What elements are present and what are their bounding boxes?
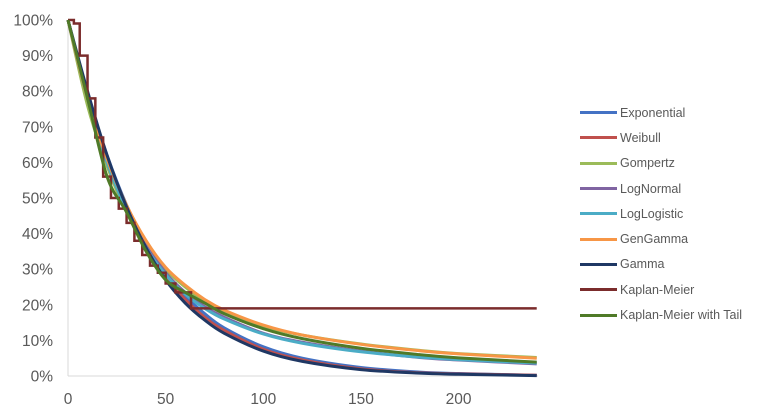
x-tick-label: 200 [446,391,472,408]
legend-swatch-icon [580,313,617,317]
series-line-gompertz [66,19,537,359]
y-tick-label: 80% [22,84,53,101]
legend-swatch-icon [580,136,617,140]
legend-swatch-icon [580,262,617,266]
legend-label: Gompertz [620,156,675,171]
series-line-kaplan-meier [68,18,537,310]
legend-item-weibull: Weibull [580,125,742,150]
legend-item-loglogistic: LogLogistic [580,201,742,226]
x-axis-ticks: 0 50 100 150 200 [64,391,472,408]
legend-item-gengamma: GenGamma [580,226,742,251]
series-line-weibull [66,19,537,377]
legend: Exponential Weibull Gompertz LogNormal L… [580,100,742,328]
series-line-gamma [66,19,537,378]
legend-item-kaplan-meier: Kaplan-Meier [580,277,742,302]
legend-label: LogLogistic [620,206,684,221]
legend-label: Kaplan-Meier with Tail [620,308,743,323]
series-lines [66,18,537,378]
series-line-loglogistic [66,19,537,365]
y-tick-label: 100% [13,13,53,30]
legend-item-kaplan-meier-with-tail: Kaplan-Meier with Tail [580,302,742,327]
series-line-lognormal [66,19,537,366]
legend-label: Exponential [620,105,686,120]
y-tick-label: 20% [22,297,53,314]
legend-swatch-icon [580,111,617,115]
legend-swatch-icon [580,288,617,292]
legend-label: Gamma [620,257,665,272]
legend-swatch-icon [580,187,617,191]
legend-item-lognormal: LogNormal [580,176,742,201]
y-tick-label: 70% [22,119,53,136]
y-tick-label: 40% [22,226,53,243]
legend-swatch-icon [580,212,617,216]
legend-label: Weibull [620,130,661,145]
legend-label: Kaplan-Meier [620,282,695,297]
x-tick-label: 0 [64,391,73,408]
x-tick-label: 100 [250,391,276,408]
y-tick-label: 30% [22,262,53,279]
x-tick-label: 50 [157,391,175,408]
legend-item-gamma: Gamma [580,252,742,277]
y-tick-label: 60% [22,155,53,172]
y-tick-label: 50% [22,191,53,208]
y-tick-label: 10% [22,333,53,350]
y-axis-ticks: 0% 10% 20% 30% 40% 50% 60% 70% 80% 90% 100% [13,13,53,386]
legend-label: GenGamma [620,232,689,247]
legend-swatch-icon [580,161,617,165]
legend-swatch-icon [580,237,617,241]
y-tick-label: 0% [31,369,54,386]
series-line-kaplan-meier-with-tail [66,19,537,364]
legend-item-exponential: Exponential [580,100,742,125]
x-tick-label: 150 [348,391,374,408]
legend-label: LogNormal [620,181,682,196]
legend-item-gompertz: Gompertz [580,151,742,176]
y-tick-label: 90% [22,48,53,65]
series-line-exponential [66,19,537,377]
